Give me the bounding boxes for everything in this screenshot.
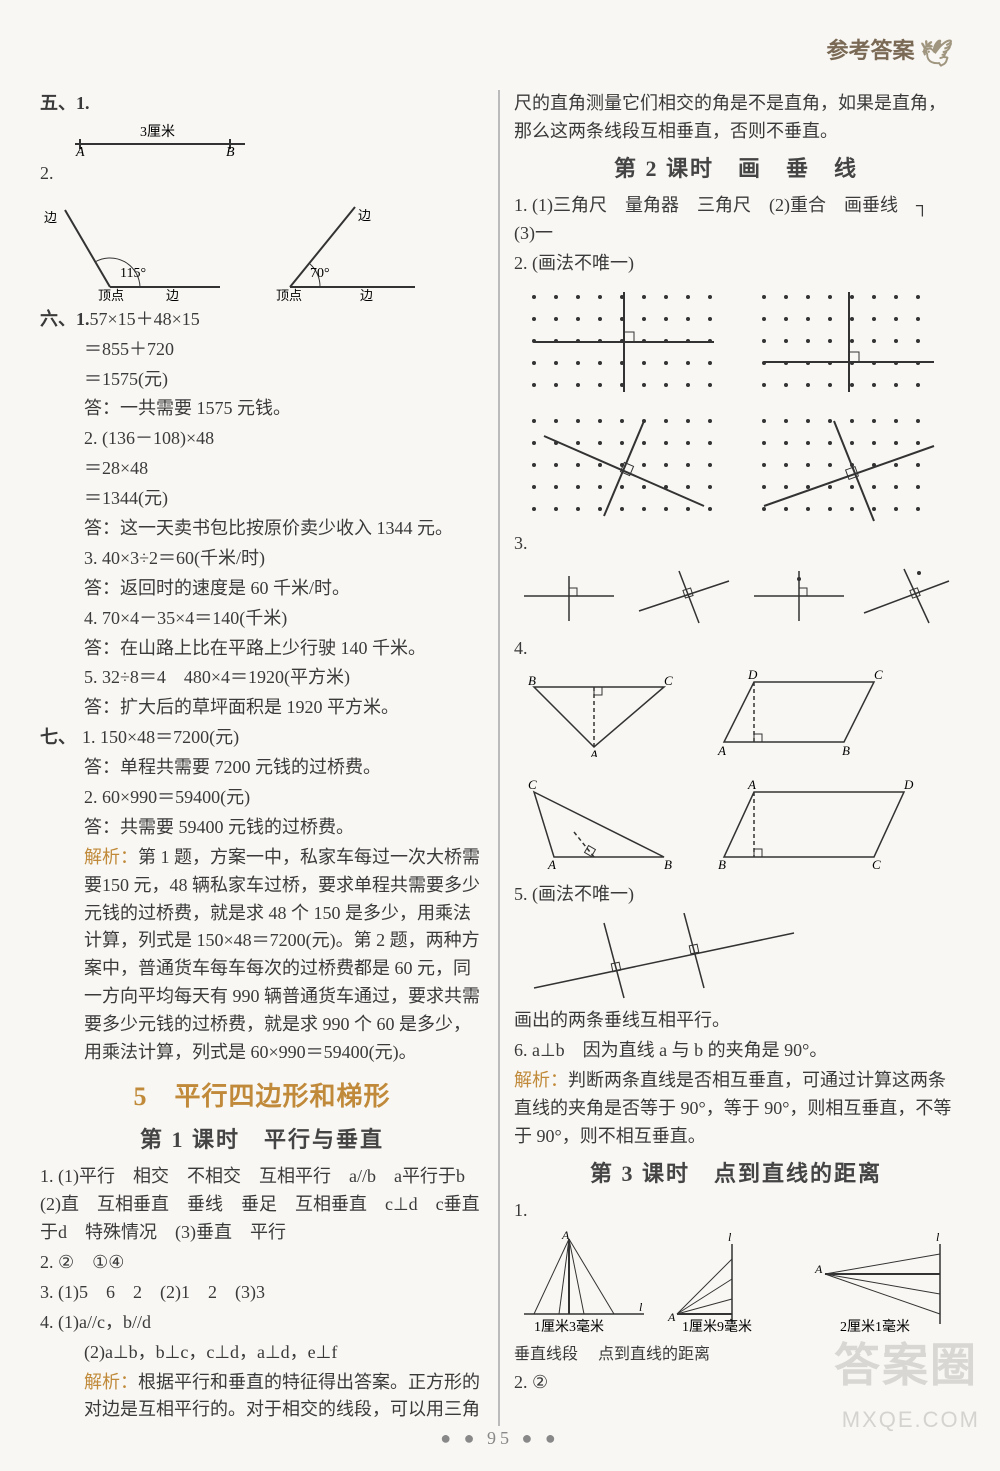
svg-text:A: A (547, 857, 556, 872)
section-six-label: 六、1. (40, 306, 90, 334)
watermark-main: 答案圈 (834, 1330, 978, 1401)
dot-grid-1 (514, 282, 958, 402)
svg-text:D: D (903, 777, 914, 792)
len-label: 3厘米 (140, 124, 175, 140)
section-seven-label: 七、 (40, 724, 82, 752)
page-header: 参考答案 🕊 (826, 30, 950, 68)
svg-text:顶点: 顶点 (276, 288, 302, 302)
chapter-heading: 5 平行四边形和梯形 (40, 1077, 484, 1117)
svg-text:1厘米9毫米: 1厘米9毫米 (682, 1318, 752, 1335)
right-column: 尺的直角测量它们相交的角是不是直角，如果是直角，那么这两条线段互相垂直，否则不垂… (506, 90, 966, 1426)
svg-text:B: B (664, 857, 672, 872)
lesson3-heading: 第 3 课时 点到直线的距离 (514, 1157, 958, 1191)
svg-text:边: 边 (166, 288, 179, 302)
svg-text:C: C (872, 857, 881, 872)
svg-text:B: B (718, 857, 726, 872)
svg-text:70°: 70° (310, 266, 330, 281)
svg-text:l: l (728, 1230, 732, 1244)
svg-text:C: C (528, 777, 537, 792)
svg-text:l: l (639, 1300, 643, 1314)
svg-text:C: C (664, 673, 673, 688)
svg-text:A: A (667, 1310, 676, 1324)
lesson1-heading: 第 1 课时 平行与垂直 (40, 1123, 484, 1157)
left-column: 五、1. 3厘米 A B 2. (32, 90, 492, 1426)
svg-text:1厘米3毫米: 1厘米3毫米 (534, 1318, 604, 1335)
svg-text:A: A (561, 1229, 570, 1242)
svg-text:B: B (842, 743, 850, 757)
section-five-label: 五、1. (40, 90, 90, 118)
watermark-url: MXQE.COM (842, 1403, 980, 1437)
fig-angles: 115° 边 边 顶点 70° 边 边 顶点 (40, 192, 484, 302)
svg-text:A: A (75, 145, 85, 156)
svg-text:A: A (814, 1262, 823, 1276)
svg-text:A: A (717, 743, 726, 757)
fig-segment-AB: 3厘米 A B (40, 122, 484, 156)
fig-q3-perps (514, 561, 958, 631)
five-2-label: 2. (40, 163, 54, 183)
svg-text:顶点: 顶点 (98, 288, 124, 302)
svg-text:边: 边 (358, 208, 371, 223)
svg-text:l: l (936, 1230, 940, 1244)
svg-text:A: A (589, 747, 598, 757)
fig-q4-shapes: B C A D C A B C B (514, 667, 958, 877)
dot-grid-2 (514, 406, 958, 526)
svg-text:A: A (747, 777, 756, 792)
svg-text:D: D (747, 667, 758, 682)
header-title: 参考答案 (826, 38, 914, 63)
column-divider (498, 90, 500, 1426)
svg-text:边: 边 (44, 210, 57, 225)
analysis-label: 解析： (84, 847, 138, 867)
svg-text:C: C (874, 667, 883, 682)
svg-text:边: 边 (360, 288, 373, 302)
bird-icon: 🕊 (920, 34, 950, 64)
svg-text:B: B (528, 673, 536, 688)
svg-text:B: B (226, 145, 235, 156)
lesson2-heading: 第 2 课时 画 垂 线 (514, 152, 958, 186)
fig-q5-parallel-perps (514, 913, 958, 1003)
svg-text:115°: 115° (120, 266, 146, 281)
fig-lesson3-q1: l A 1厘米3毫米 l A 1厘米9毫米 (514, 1229, 958, 1339)
